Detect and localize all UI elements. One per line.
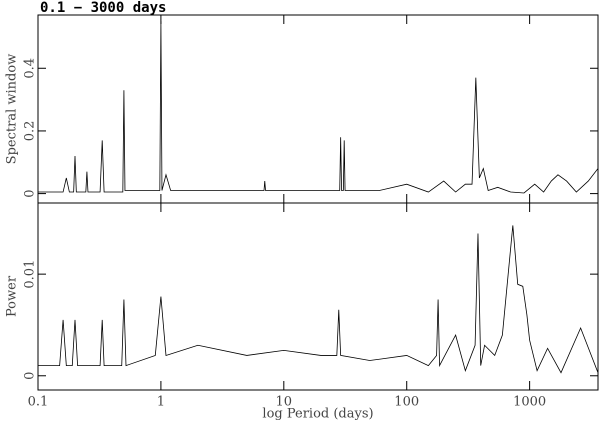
y-axis-label: Spectral window: [5, 54, 20, 165]
plot-frame: [37, 202, 599, 391]
x-tick-label: 100: [394, 395, 419, 410]
plot-frame: [37, 14, 599, 204]
x-tick-label: 1: [157, 395, 165, 410]
x-tick-label: 1000: [513, 395, 546, 410]
y-tick-label: 0: [23, 372, 38, 380]
chart-title: 0.1 − 3000 days: [40, 0, 166, 16]
y-tick-label: 0.4: [23, 58, 38, 79]
spectrum-line: [38, 225, 598, 374]
spectrum-line: [38, 21, 598, 194]
y-tick-label: 0: [23, 189, 38, 197]
y-tick-label: 0.2: [23, 121, 38, 142]
x-tick-label: 10: [276, 395, 293, 410]
x-tick-label: 0.1: [28, 395, 49, 410]
x-axis-label: log Period (days): [262, 407, 373, 422]
y-axis-label: Power: [5, 275, 20, 317]
y-tick-label: 0.01: [23, 260, 38, 289]
